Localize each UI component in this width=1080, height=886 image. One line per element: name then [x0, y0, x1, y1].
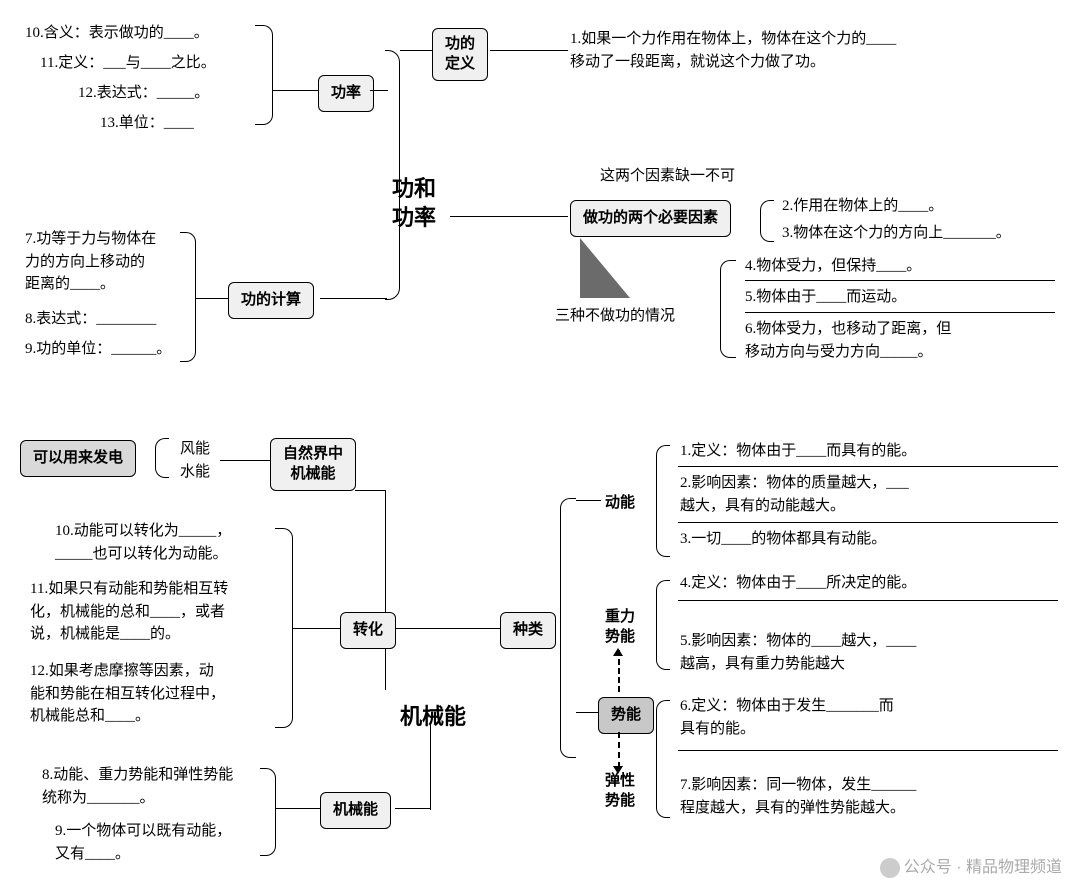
power-item-11: 11.定义：___与____之比。	[40, 52, 216, 75]
box-work-def: 功的定义	[432, 28, 488, 81]
arrow-down-icon	[613, 766, 623, 774]
gravity-4: 4.定义：物体由于____所决定的能。	[680, 572, 916, 595]
brace	[656, 445, 670, 557]
connector	[576, 712, 598, 713]
divider	[678, 600, 1058, 601]
connector	[400, 50, 432, 51]
wind-water: 风能水能	[180, 438, 210, 483]
gravity-label: 重力势能	[605, 608, 635, 647]
box-transform: 转化	[340, 612, 396, 649]
brace	[656, 580, 670, 670]
brace	[760, 200, 774, 242]
text-work-def: 1.如果一个力作用在物体上，物体在这个力的____移动了一段距离，就说这个力做了…	[570, 28, 896, 73]
brace	[275, 528, 293, 728]
connector	[320, 298, 387, 299]
box-electricity: 可以用来发电	[20, 440, 136, 477]
connector	[276, 808, 320, 809]
brace	[656, 700, 670, 818]
connector	[196, 298, 228, 299]
power-item-10: 10.含义：表示做功的____。	[25, 22, 209, 45]
connector	[450, 216, 568, 217]
brace	[385, 50, 400, 300]
divider	[678, 522, 1058, 523]
connector	[293, 628, 340, 629]
brace	[720, 260, 736, 358]
connector	[273, 90, 318, 91]
divider	[745, 280, 1055, 281]
trans-12: 12.如果考虑摩擦等因素，动能和势能在相互转化过程中，机械能总和____。	[30, 660, 225, 728]
wechat-icon	[880, 858, 900, 878]
mech-9: 9.一个物体可以既有动能，又有____。	[55, 820, 231, 865]
connector	[370, 90, 388, 91]
elastic-6: 6.定义：物体由于发生_______而具有的能。	[680, 695, 894, 740]
mech-8: 8.动能、重力势能和弹性势能统称为_______。	[42, 764, 233, 809]
kinetic-label: 动能	[605, 492, 635, 515]
nowork-5: 5.物体由于____而运动。	[745, 286, 906, 309]
nowork-4: 4.物体受力，但保持____。	[745, 255, 921, 278]
calc-9: 9.功的单位：______。	[25, 338, 171, 361]
connector	[385, 490, 386, 690]
box-nature: 自然界中机械能	[270, 438, 356, 491]
kinetic-2: 2.影响因素：物体的质量越大，___越大，具有的动能越大。	[680, 472, 909, 517]
brace	[260, 768, 276, 856]
arrow-up-icon	[613, 648, 623, 656]
brace	[255, 25, 273, 125]
nowork-6: 6.物体受力，也移动了距离，但移动方向与受力方向_____。	[745, 318, 951, 363]
trans-10: 10.动能可以转化为_____，_____也可以转化为动能。	[55, 520, 231, 565]
box-factors: 做功的两个必要因素	[570, 200, 731, 237]
trans-11: 11.如果只有动能和势能相互转化，机械能的总和____，或者说，机械能是____…	[30, 578, 228, 646]
connector	[395, 628, 500, 629]
factor-3: 3.物体在这个力的方向上_______。	[782, 222, 1011, 245]
factor-2: 2.作用在物体上的____。	[782, 195, 943, 218]
box-potential: 势能	[598, 697, 654, 734]
connector	[355, 490, 385, 491]
brace	[180, 232, 196, 362]
divider	[745, 312, 1055, 313]
box-mechsub: 机械能	[320, 792, 391, 829]
calc-7: 7.功等于力与物体在力的方向上移动的距离的____。	[25, 228, 156, 296]
power-item-13: 13.单位：____	[100, 112, 194, 135]
divider	[678, 750, 1058, 751]
title-mechanical: 机械能	[400, 700, 466, 733]
connector	[395, 808, 430, 809]
kinetic-3: 3.一切____的物体都具有动能。	[680, 528, 886, 551]
factors-caption: 这两个因素缺一不可	[600, 165, 735, 188]
triangle-icon	[580, 238, 630, 298]
dashed-arrow	[618, 650, 620, 692]
box-types: 种类	[500, 612, 556, 649]
connector	[576, 500, 601, 501]
elastic-label: 弹性势能	[605, 772, 635, 811]
nowork-caption: 三种不做功的情况	[555, 305, 675, 328]
power-item-12: 12.表达式：_____。	[78, 82, 209, 105]
divider	[678, 466, 1058, 467]
connector	[220, 460, 270, 461]
box-calc: 功的计算	[228, 282, 314, 319]
box-power: 功率	[318, 75, 374, 112]
connector	[490, 50, 568, 51]
watermark: 公众号 · 精品物理频道	[880, 853, 1062, 878]
dashed-arrow	[618, 732, 620, 768]
calc-8: 8.表达式：________	[25, 308, 156, 331]
kinetic-1: 1.定义：物体由于____而具有的能。	[680, 440, 916, 463]
brace	[155, 438, 169, 478]
connector	[430, 725, 431, 810]
elastic-7: 7.影响因素：同一物体，发生______程度越大，具有的弹性势能越大。	[680, 774, 916, 819]
brace	[560, 498, 576, 758]
gravity-5: 5.影响因素：物体的____越大，____越高，具有重力势能越大	[680, 630, 916, 675]
